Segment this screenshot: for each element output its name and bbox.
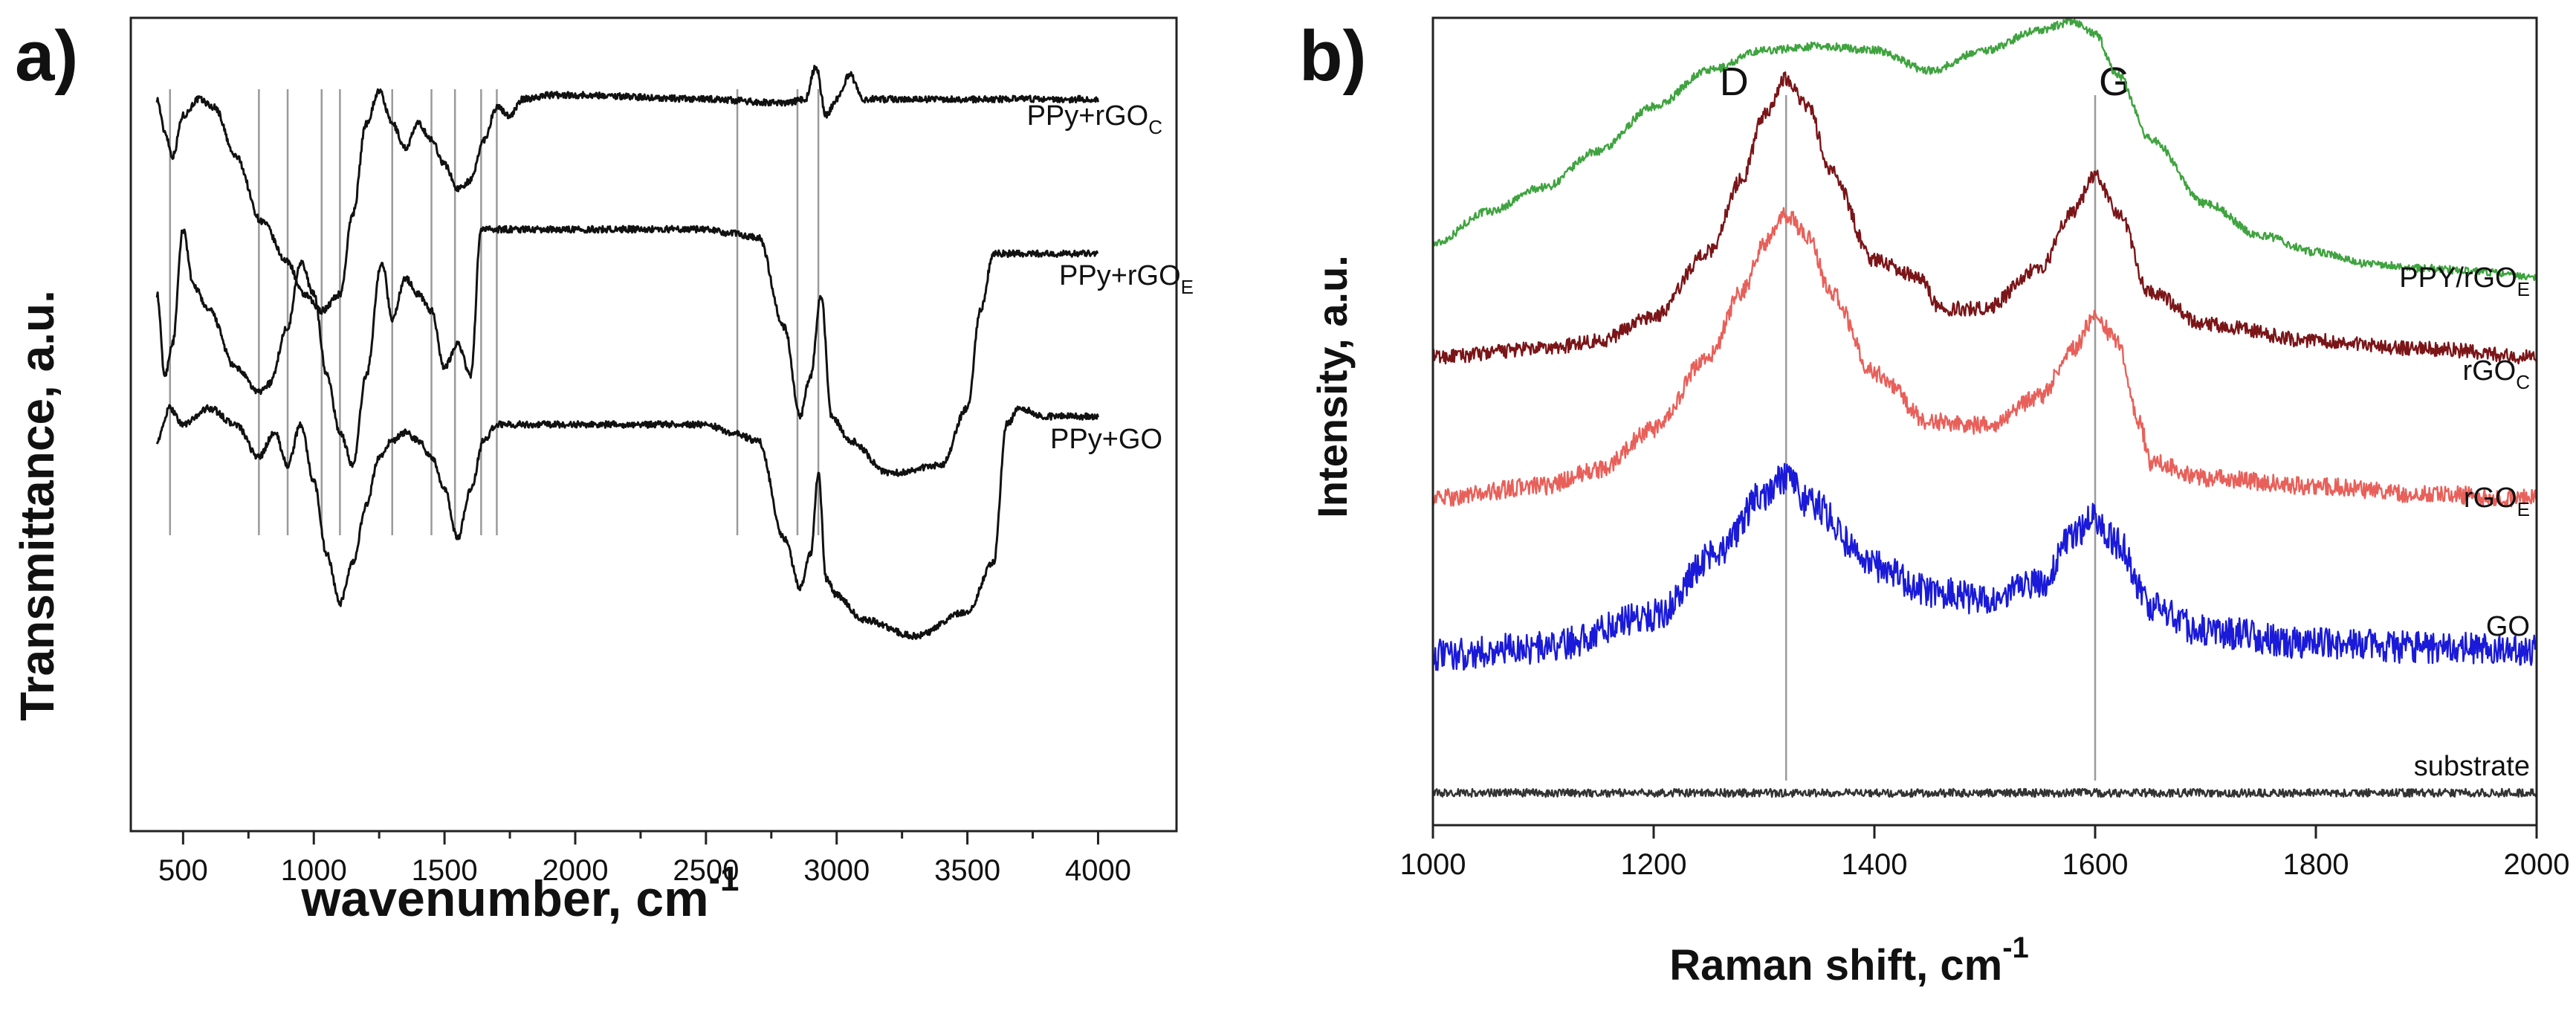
x-tick-label: 1800 [2283,848,2349,881]
series-label: PPy+GO [1050,424,1162,455]
x-axis-title-sup-a: -1 [709,859,740,898]
series-label-sub: E [2517,278,2530,300]
y-axis-title-b: Intensity, a.u. [1309,255,1356,518]
series-label-main: PPy+rGO [1059,260,1181,291]
x-ticks-b: 1000 1200 1400 1600 1800 2000 [1400,825,2570,881]
plot-frame-a [129,16,1178,833]
series-line [155,225,1099,477]
series-label-main: rGO [2462,355,2516,387]
x-tick-label: 1200 [1621,848,1687,881]
panel-label-a: a) [15,16,78,96]
x-tick-label: 3500 [934,854,1000,887]
x-tick-label: 4000 [1065,854,1131,887]
x-tick-label: 2000 [2504,848,2570,881]
series-label-sub: C [2516,371,2530,393]
series-line [155,65,1099,315]
series-line [155,404,1099,640]
reference-lines-a [169,89,820,535]
series-label-sub: E [2517,498,2530,520]
series-label-main: PPy+GO [1050,424,1162,455]
series-label: PPy+rGOE [1059,260,1194,298]
series-line [1431,207,2538,508]
x-axis-title-main-a: wavenumber, cm [301,871,709,927]
series-label: rGOC [2462,355,2530,393]
ftir-panel: a) Transmittance, a.u. wavenumber, cm-1 … [10,16,1194,927]
series-label-main: substrate [2414,751,2530,782]
series-label-sub: C [1148,116,1162,138]
x-tick-label: 3000 [803,854,870,887]
series-label: PPY/rGOE [2399,262,2530,300]
series-label-sub: E [1181,276,1194,298]
x-tick-label: 1500 [412,854,478,887]
x-ticks-a: 500 1000 1500 2000 2500 3000 3500 4000 [158,831,1131,887]
series-line [1431,71,2538,365]
x-axis-title-main-b: Raman shift, cm [1669,941,2002,989]
series-label: PPy+rGOC [1027,100,1162,138]
series-line [1431,17,2538,282]
series-label: rGOE [2464,482,2530,520]
x-tick-label: 1000 [281,854,347,887]
x-tick-label: 2500 [673,854,739,887]
series-label-main: PPy+rGO [1027,100,1149,132]
x-tick-label: 500 [158,854,208,887]
series-line [1431,787,2538,798]
x-tick-label: 2000 [542,854,608,887]
x-axis-title-b: Raman shift, cm-1 [1669,931,2029,989]
series-label-main: GO [2486,611,2530,642]
x-axis-title-sup-b: -1 [2002,931,2029,964]
x-tick-label: 1000 [1400,848,1466,881]
series-label-main: rGO [2464,482,2517,514]
series-label: GO [2486,611,2530,642]
series-line [1431,462,2538,672]
x-tick-label: 1400 [1842,848,1908,881]
y-axis-title-a: Transmittance, a.u. [10,290,64,721]
x-tick-label: 1600 [2062,848,2129,881]
series-label: substrate [2414,751,2530,782]
panel-label-b: b) [1299,16,1367,96]
x-axis-title-a: wavenumber, cm-1 [301,859,740,927]
series-label-main: PPY/rGO [2399,262,2517,294]
plot-frame-b [1431,16,2538,827]
